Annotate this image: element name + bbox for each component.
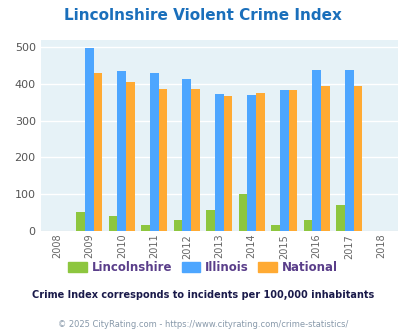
Bar: [182, 79, 191, 231]
Bar: [344, 70, 353, 231]
Bar: [94, 73, 102, 231]
Bar: [191, 88, 199, 231]
Text: Crime Index corresponds to incidents per 100,000 inhabitants: Crime Index corresponds to incidents per…: [32, 290, 373, 300]
Bar: [158, 88, 167, 231]
Bar: [141, 225, 149, 231]
Bar: [206, 210, 214, 231]
Bar: [85, 48, 94, 231]
Bar: [76, 212, 85, 231]
Bar: [117, 71, 126, 231]
Bar: [126, 82, 134, 231]
Bar: [149, 74, 158, 231]
Bar: [271, 225, 279, 231]
Text: © 2025 CityRating.com - https://www.cityrating.com/crime-statistics/: © 2025 CityRating.com - https://www.city…: [58, 320, 347, 329]
Bar: [279, 90, 288, 231]
Bar: [288, 90, 296, 231]
Bar: [223, 96, 232, 231]
Bar: [238, 194, 247, 231]
Bar: [335, 205, 344, 231]
Bar: [256, 93, 264, 231]
Bar: [173, 220, 182, 231]
Bar: [303, 220, 311, 231]
Bar: [247, 95, 256, 231]
Bar: [320, 85, 329, 231]
Bar: [109, 216, 117, 231]
Bar: [311, 70, 320, 231]
Bar: [214, 94, 223, 231]
Legend: Lincolnshire, Illinois, National: Lincolnshire, Illinois, National: [63, 257, 342, 279]
Bar: [353, 86, 361, 231]
Text: Lincolnshire Violent Crime Index: Lincolnshire Violent Crime Index: [64, 8, 341, 23]
